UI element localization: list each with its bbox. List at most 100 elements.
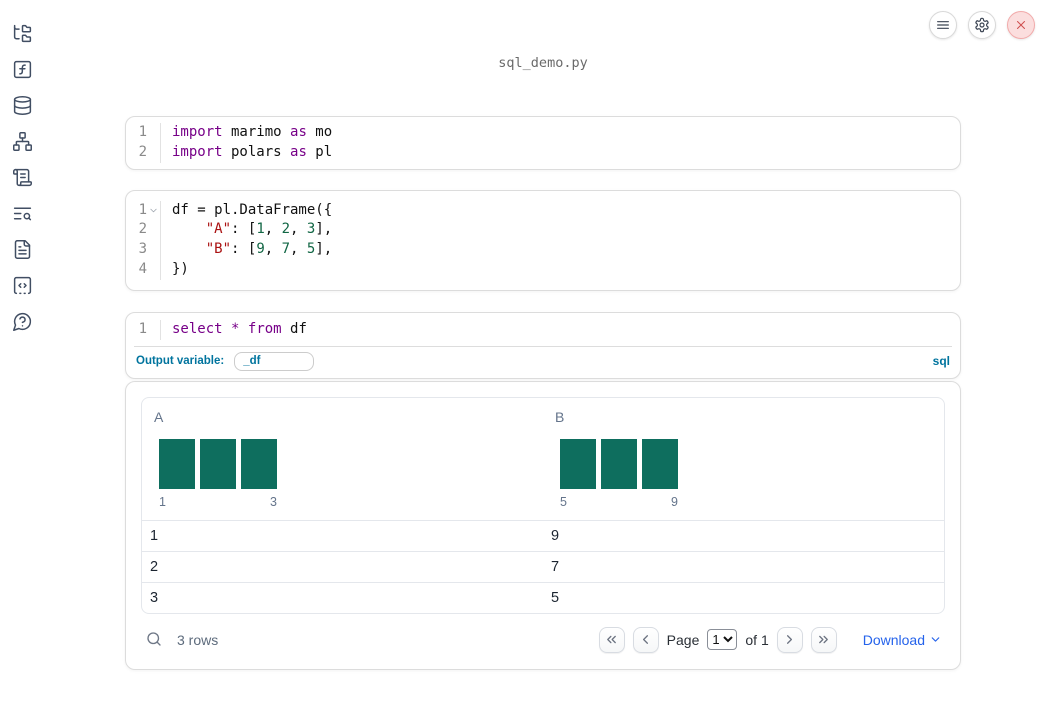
notebook-filename: sql_demo.py [498, 55, 588, 71]
code-lines: import marimo as mo import polars as pl [161, 123, 332, 163]
fold-spacer [147, 244, 160, 257]
chevron-down-icon [929, 633, 942, 646]
sidebar-button-text-search[interactable] [10, 201, 34, 225]
language-badge[interactable]: sql [932, 354, 950, 369]
page-of-label: of 1 [745, 631, 769, 648]
line-number: 1 [126, 123, 160, 143]
code-lines: df = pl.DataFrame({ "A": [1, 2, 3], "B":… [161, 201, 332, 280]
output-variable-input[interactable] [234, 351, 315, 371]
code-cell-imports: 1 2 import marimo as mo import polars as pl [125, 116, 961, 170]
chevron-left-icon [638, 632, 653, 647]
scroll-text-icon [12, 167, 33, 188]
line-number: 1 [126, 320, 160, 340]
code-line: select * from df [172, 320, 307, 337]
table-cell: 9 [551, 527, 560, 544]
histogram-bar [200, 438, 236, 489]
previous-page-button[interactable] [632, 626, 659, 653]
code-editor[interactable]: 1 2 import marimo as mo import polars as pl [126, 117, 960, 169]
histogram-bar [560, 438, 596, 489]
histogram-bar [241, 438, 277, 489]
text-search-icon [12, 203, 33, 224]
sidebar-button-file-text[interactable] [10, 237, 34, 261]
page-label: Page [666, 631, 700, 648]
table-footer: 3 rows Page 1 of 1 Download [141, 614, 945, 654]
search-icon [145, 630, 163, 648]
first-page-button[interactable] [598, 626, 625, 653]
sql-cell-footer: Output variable: sql [126, 347, 960, 378]
line-number: 2 [126, 143, 160, 163]
histogram-tick-label: 1 [159, 494, 166, 509]
fold-spacer [147, 126, 160, 139]
histogram-bar [601, 438, 637, 489]
output-variable-label: Output variable: [136, 355, 225, 368]
table-footer-left: 3 rows [144, 630, 218, 650]
sidebar-button-network[interactable] [10, 129, 34, 153]
histogram-tick-label: 5 [560, 494, 567, 509]
line-number: 2 [126, 220, 160, 240]
settings-button[interactable] [968, 11, 996, 39]
fold-chevron-icon[interactable] [147, 204, 160, 217]
sidebar-button-folder-tree[interactable] [10, 21, 34, 45]
topbar [929, 11, 1035, 39]
row-count: 3 rows [177, 631, 219, 648]
download-label: Download [862, 631, 925, 648]
chevrons-left-icon [604, 632, 619, 647]
download-button[interactable]: Download [863, 632, 942, 648]
table-cell: 7 [551, 558, 560, 575]
function-square-icon [12, 59, 33, 80]
code-editor[interactable]: 1 2 3 4 df = pl.DataFrame({ "A": [1, 2, 3], … [126, 191, 960, 290]
line-number: 3 [126, 240, 160, 260]
line-number: 1 [126, 201, 160, 221]
histogram-bar [159, 438, 195, 489]
histogram-tick-label: 3 [270, 494, 277, 509]
divider [134, 345, 952, 347]
sidebar-button-database[interactable] [10, 93, 34, 117]
sidebar-panel-rail [0, 0, 44, 333]
network-icon [12, 131, 33, 152]
page-select[interactable]: 1 [707, 629, 738, 651]
fold-spacer [147, 263, 160, 276]
database-icon [12, 95, 33, 116]
sql-cell: 1 select * from df Output variable: sql [125, 311, 961, 379]
code-square-dashed-icon [12, 275, 33, 296]
close-x-icon [1014, 18, 1028, 32]
pagination: Page 1 of 1 Download [598, 626, 942, 653]
fold-spacer [147, 224, 160, 237]
sidebar-button-scroll-text[interactable] [10, 165, 34, 189]
search-button[interactable] [144, 630, 164, 650]
chevron-right-icon [782, 632, 797, 647]
help-bubble-icon [12, 311, 33, 332]
gear-icon [974, 17, 990, 33]
sidebar-button-function-square[interactable] [10, 57, 34, 81]
code-line: df = pl.DataFrame({ [172, 201, 333, 218]
code-line: import polars as pl [172, 143, 333, 160]
line-number-gutter: 1 [126, 319, 161, 340]
code-line: "A": [1, 2, 3], [205, 221, 333, 238]
menu-button[interactable] [929, 11, 957, 39]
sidebar-button-code-square-dashed[interactable] [10, 273, 34, 297]
code-editor[interactable]: 1 select * from df [126, 313, 960, 346]
next-page-button[interactable] [776, 626, 803, 653]
table-cell: 3 [150, 589, 159, 606]
close-button[interactable] [1007, 11, 1035, 39]
sidebar-button-help-bubble[interactable] [10, 309, 34, 333]
folder-tree-icon [12, 23, 33, 44]
code-line: }) [172, 260, 189, 277]
code-cell-dataframe: 1 2 3 4 df = pl.DataFrame({ "A": [1, 2, 3], … [125, 189, 961, 291]
notebook-main: sql_demo.py 1 2 import marimo as mo import … [125, 0, 961, 670]
last-page-button[interactable] [810, 626, 837, 653]
column-name: A [154, 408, 164, 425]
column-name: B [555, 408, 565, 425]
file-text-icon [12, 239, 33, 260]
